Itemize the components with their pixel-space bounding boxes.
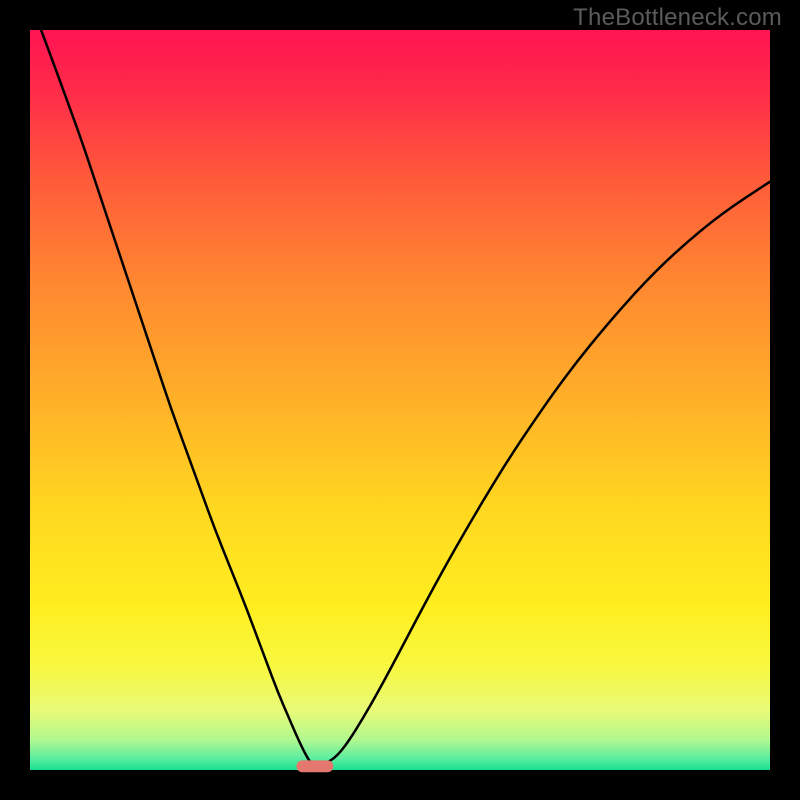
chart-canvas: TheBottleneck.com — [0, 0, 800, 800]
plot-area — [30, 30, 770, 770]
bottleneck-chart-svg — [0, 0, 800, 800]
optimal-marker — [296, 760, 333, 772]
watermark-text: TheBottleneck.com — [573, 4, 782, 32]
